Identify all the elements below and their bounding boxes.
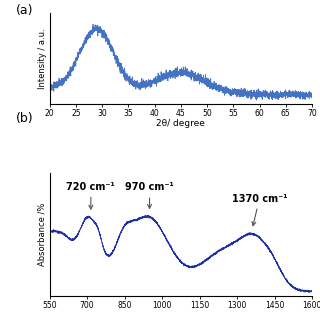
- Text: 970 cm⁻¹: 970 cm⁻¹: [125, 182, 174, 208]
- Y-axis label: Intensity / a.u.: Intensity / a.u.: [38, 28, 47, 89]
- Text: 720 cm⁻¹: 720 cm⁻¹: [67, 182, 115, 209]
- Y-axis label: Absorbance /%: Absorbance /%: [38, 203, 47, 266]
- Text: (a): (a): [15, 4, 33, 17]
- X-axis label: 2θ/ degree: 2θ/ degree: [156, 119, 205, 128]
- Text: (b): (b): [15, 112, 33, 125]
- Text: 1370 cm⁻¹: 1370 cm⁻¹: [232, 194, 287, 226]
